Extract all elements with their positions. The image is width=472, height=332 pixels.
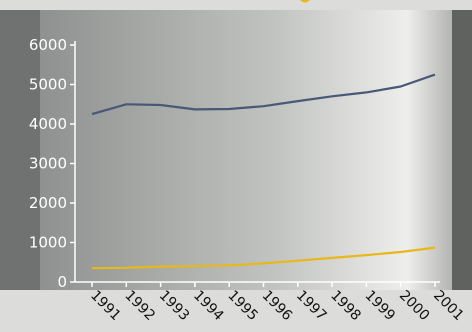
y-tick-label: 4000 [29, 115, 67, 133]
series-layer [91, 73, 436, 270]
y-tick-label: 6000 [29, 36, 67, 54]
y-tick-label: 5000 [29, 76, 67, 94]
y-tick-label: 2000 [29, 194, 67, 212]
series-line-1 [91, 73, 436, 116]
y-tick-label: 1000 [29, 234, 67, 252]
y-tick-label: 0 [57, 273, 67, 291]
y-tick-label: 3000 [29, 155, 67, 173]
y-axis: 0 1000 2000 3000 4000 5000 6000 [29, 36, 76, 291]
series-line-2 [91, 246, 436, 270]
